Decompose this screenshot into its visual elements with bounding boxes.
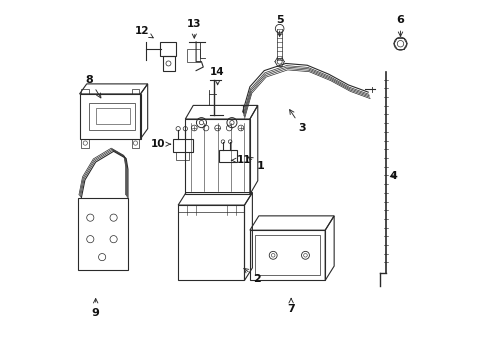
Text: 10: 10 xyxy=(150,139,170,149)
Text: 1: 1 xyxy=(248,157,264,171)
Text: 6: 6 xyxy=(396,15,404,36)
Text: 2: 2 xyxy=(244,269,261,284)
Text: 14: 14 xyxy=(210,67,224,85)
Text: 9: 9 xyxy=(92,298,100,318)
Text: 8: 8 xyxy=(85,75,101,98)
Text: 12: 12 xyxy=(135,26,153,38)
Text: 7: 7 xyxy=(286,298,294,314)
Text: 5: 5 xyxy=(275,15,283,36)
Text: 11: 11 xyxy=(231,155,251,165)
Text: 3: 3 xyxy=(289,110,305,133)
Text: 4: 4 xyxy=(388,171,396,181)
Text: 13: 13 xyxy=(187,19,201,38)
